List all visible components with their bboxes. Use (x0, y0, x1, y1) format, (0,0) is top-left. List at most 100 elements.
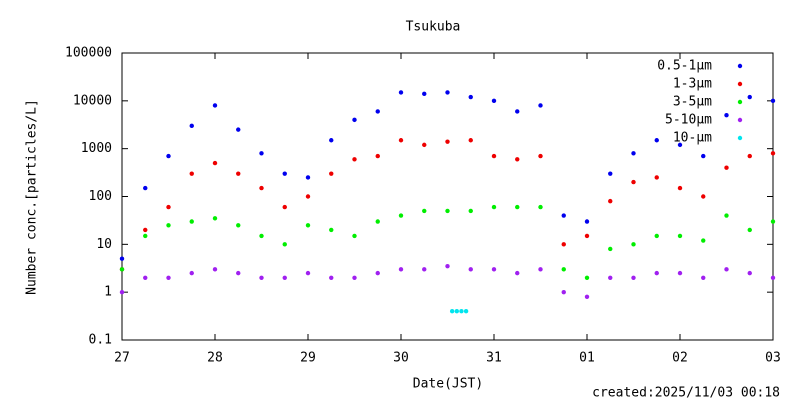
data-point (770, 275, 776, 280)
data-point (770, 219, 776, 224)
y-tick-label: 1 (104, 285, 112, 300)
data-point (282, 275, 287, 280)
data-point (561, 289, 566, 295)
data-point (491, 204, 497, 210)
legend-marker (737, 81, 743, 87)
data-point (584, 275, 590, 280)
data-point (305, 223, 311, 228)
data-point (259, 275, 264, 280)
data-point (724, 165, 729, 170)
data-point (398, 90, 404, 95)
x-tick-label: 28 (207, 351, 223, 366)
data-point (422, 142, 427, 148)
data-point (236, 270, 241, 276)
y-tick-label: 0.1 (89, 333, 112, 348)
data-point (329, 275, 334, 280)
data-point (454, 309, 459, 314)
data-point (608, 246, 613, 252)
data-point (422, 208, 427, 214)
data-point (398, 138, 404, 143)
legend-label: 5-10μm (665, 113, 712, 128)
x-tick-label: 29 (300, 351, 316, 366)
data-point (747, 153, 752, 159)
data-point (654, 138, 659, 143)
legend-label: 3-5μm (673, 95, 712, 110)
data-point (747, 227, 752, 233)
data-point (491, 98, 497, 104)
data-point (770, 151, 776, 156)
x-tick-label: 31 (486, 351, 502, 366)
data-point (282, 204, 287, 210)
data-point (119, 267, 125, 272)
data-point (329, 227, 334, 233)
data-point (631, 242, 636, 247)
data-point (305, 175, 311, 180)
data-point (468, 267, 473, 272)
data-point (143, 227, 148, 233)
x-axis-label: Date(JST) (413, 377, 483, 392)
data-point (166, 223, 171, 228)
data-point (654, 270, 659, 276)
data-point (491, 153, 497, 159)
data-point (654, 175, 659, 180)
data-point (236, 223, 241, 228)
legend-label: 10-μm (673, 131, 712, 146)
data-point (375, 270, 380, 276)
data-point (561, 213, 566, 218)
data-point (459, 309, 464, 314)
data-point (445, 263, 450, 269)
data-point (259, 151, 264, 156)
data-point (352, 117, 357, 123)
data-point (468, 94, 473, 100)
data-point (259, 185, 264, 191)
y-tick-label: 10000 (73, 93, 112, 108)
data-point (701, 275, 706, 280)
data-point (422, 267, 427, 272)
data-point (282, 242, 287, 247)
data-point (212, 160, 218, 166)
data-point (538, 103, 543, 108)
legend-label: 0.5-1μm (657, 59, 712, 74)
x-tick-label: 30 (393, 351, 409, 366)
data-point (608, 171, 613, 176)
data-point (677, 142, 683, 148)
chart-title: Tsukuba (406, 20, 461, 35)
data-point (631, 151, 636, 156)
data-point (445, 139, 450, 144)
data-point (166, 275, 171, 280)
data-point (724, 113, 729, 118)
data-point (236, 127, 241, 132)
data-point (747, 270, 752, 276)
data-point (119, 289, 125, 295)
data-point (538, 204, 543, 210)
data-point (701, 153, 706, 159)
data-point (259, 233, 264, 239)
data-point (329, 138, 334, 143)
data-point (212, 103, 218, 108)
data-point (398, 213, 404, 218)
data-point (189, 219, 194, 224)
x-tick-label: 27 (114, 351, 130, 366)
data-point (608, 198, 613, 204)
data-point (305, 194, 311, 199)
y-tick-label: 1000 (81, 141, 112, 156)
legend-marker (737, 99, 743, 105)
data-point (375, 219, 380, 224)
data-point (189, 123, 194, 129)
data-point (701, 238, 706, 243)
data-point (654, 233, 659, 239)
y-tick-label: 100 (89, 189, 112, 204)
data-point (189, 270, 194, 276)
legend-label: 1-3μm (673, 77, 712, 92)
data-point (538, 267, 543, 272)
data-point (352, 157, 357, 162)
data-point (584, 294, 590, 300)
annotation: created:2025/11/03 00:18 (592, 386, 780, 400)
data-point (329, 171, 334, 176)
data-point (189, 171, 194, 176)
data-point (515, 270, 520, 276)
x-tick-label: 03 (765, 351, 781, 366)
data-point (677, 185, 683, 191)
data-point (305, 270, 311, 276)
